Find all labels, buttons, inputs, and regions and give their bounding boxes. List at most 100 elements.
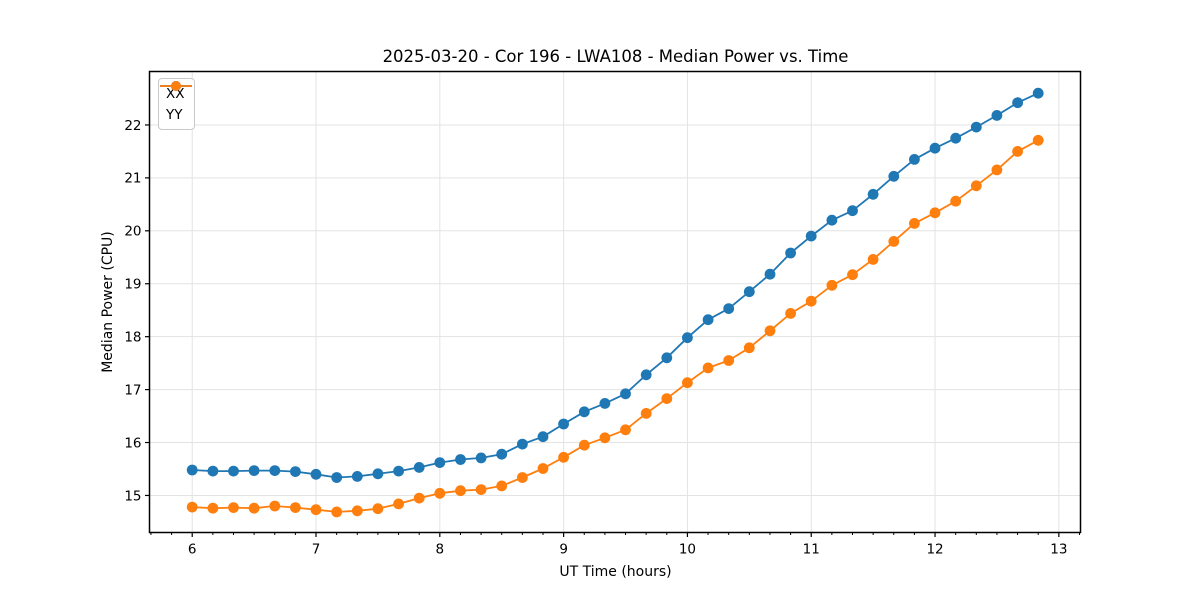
data-point-XX-21 <box>620 388 631 400</box>
series-line-XX <box>192 92 1039 479</box>
data-point-XX-39 <box>991 110 1003 121</box>
data-point-XX-27 <box>743 286 755 298</box>
data-point-YY-37 <box>950 195 962 207</box>
data-point-YY-36 <box>929 207 941 219</box>
data-point-YY-19 <box>578 439 590 451</box>
data-point-YY-41 <box>1032 134 1044 146</box>
data-point-YY-27 <box>743 342 755 354</box>
x-tick-label-6: 6 <box>188 542 197 558</box>
legend: XX YY <box>158 78 195 130</box>
data-point-XX-7 <box>331 472 343 483</box>
tick-labels-layer: 15 16 17 18 19 20 21 22 6 7 8 9 10 11 12 13 <box>124 118 1067 558</box>
data-point-XX-19 <box>578 406 590 418</box>
data-point-XX-22 <box>640 369 652 381</box>
data-point-XX-13 <box>455 454 466 465</box>
data-point-XX-0 <box>186 464 198 476</box>
data-point-XX-23 <box>661 352 673 364</box>
data-point-YY-40 <box>1012 146 1023 157</box>
data-point-YY-32 <box>847 269 858 281</box>
data-point-XX-41 <box>1032 87 1044 99</box>
data-point-YY-17 <box>537 463 549 474</box>
data-point-YY-18 <box>558 451 569 463</box>
gridlines-layer <box>149 71 1081 533</box>
legend-label: XX <box>166 85 185 102</box>
data-point-YY-29 <box>785 308 796 319</box>
chart-title: 2025-03-20 - Cor 196 - LWA108 - Median P… <box>382 47 849 66</box>
data-point-XX-25 <box>702 314 714 326</box>
data-point-XX-36 <box>929 142 941 154</box>
data-point-YY-11 <box>413 492 425 504</box>
plot-frame <box>148 70 1082 534</box>
data-point-YY-9 <box>372 503 384 515</box>
data-point-XX-30 <box>805 230 817 242</box>
x-tick-label-9: 9 <box>559 542 568 558</box>
data-point-YY-14 <box>475 484 487 495</box>
data-point-XX-28 <box>764 268 776 280</box>
data-point-XX-38 <box>970 121 982 133</box>
data-point-XX-14 <box>475 452 487 464</box>
y-axis-label: Median Power (CPU) <box>100 231 116 373</box>
data-point-XX-3 <box>248 465 260 476</box>
data-point-YY-12 <box>434 487 446 499</box>
data-point-YY-28 <box>764 325 776 337</box>
data-point-XX-5 <box>290 466 301 477</box>
data-point-XX-37 <box>950 132 962 144</box>
legend-item-YY: YY <box>160 81 192 124</box>
data-point-YY-35 <box>909 218 920 229</box>
data-point-YY-16 <box>517 472 528 483</box>
series-layer <box>186 87 1044 518</box>
data-point-XX-34 <box>888 170 900 182</box>
data-point-XX-10 <box>393 465 404 477</box>
data-point-YY-23 <box>661 393 673 404</box>
data-point-XX-33 <box>867 188 879 200</box>
data-point-YY-10 <box>393 498 404 510</box>
data-point-YY-0 <box>186 501 198 513</box>
data-point-YY-1 <box>207 502 219 514</box>
data-point-XX-4 <box>269 465 281 476</box>
x-tick-label-7: 7 <box>312 542 321 558</box>
legend-marker-icon <box>171 81 181 91</box>
data-point-XX-17 <box>537 431 549 443</box>
x-tick-label-12: 12 <box>926 542 943 558</box>
series-line-YY <box>192 139 1039 513</box>
data-point-XX-31 <box>826 214 838 226</box>
y-tick-label-21: 21 <box>124 171 141 187</box>
y-tick-label-17: 17 <box>124 382 141 398</box>
data-point-YY-8 <box>351 505 363 517</box>
data-point-XX-16 <box>517 438 528 450</box>
data-point-YY-38 <box>970 180 982 192</box>
legend-label: YY <box>166 106 183 123</box>
data-point-YY-7 <box>331 506 343 518</box>
data-point-YY-30 <box>805 295 817 307</box>
data-point-XX-15 <box>496 448 508 460</box>
x-tick-label-8: 8 <box>436 542 445 558</box>
x-tick-label-13: 13 <box>1050 542 1067 558</box>
data-point-XX-12 <box>434 457 446 468</box>
data-point-YY-5 <box>290 502 301 513</box>
data-point-YY-34 <box>888 236 900 247</box>
data-point-XX-2 <box>228 465 239 477</box>
data-point-XX-9 <box>372 468 384 480</box>
ticks-layer <box>145 124 1080 537</box>
data-point-XX-6 <box>310 468 322 480</box>
data-point-YY-33 <box>867 254 879 265</box>
data-point-XX-11 <box>413 462 425 473</box>
data-point-YY-24 <box>682 377 693 389</box>
data-point-XX-35 <box>909 154 920 165</box>
data-point-XX-24 <box>682 332 693 344</box>
data-point-YY-13 <box>455 485 466 497</box>
data-point-YY-22 <box>640 408 652 419</box>
y-tick-label-16: 16 <box>124 435 141 451</box>
y-tick-label-19: 19 <box>124 277 141 293</box>
data-point-YY-15 <box>496 480 508 492</box>
data-point-YY-39 <box>991 164 1003 176</box>
data-point-XX-26 <box>723 303 735 314</box>
x-axis-label: UT Time (hours) <box>559 564 672 580</box>
data-point-YY-25 <box>702 362 714 374</box>
data-point-XX-20 <box>599 398 611 409</box>
data-point-XX-32 <box>847 205 858 217</box>
x-tick-label-11: 11 <box>803 542 820 558</box>
y-tick-label-15: 15 <box>124 488 141 504</box>
y-tick-label-18: 18 <box>124 329 141 345</box>
